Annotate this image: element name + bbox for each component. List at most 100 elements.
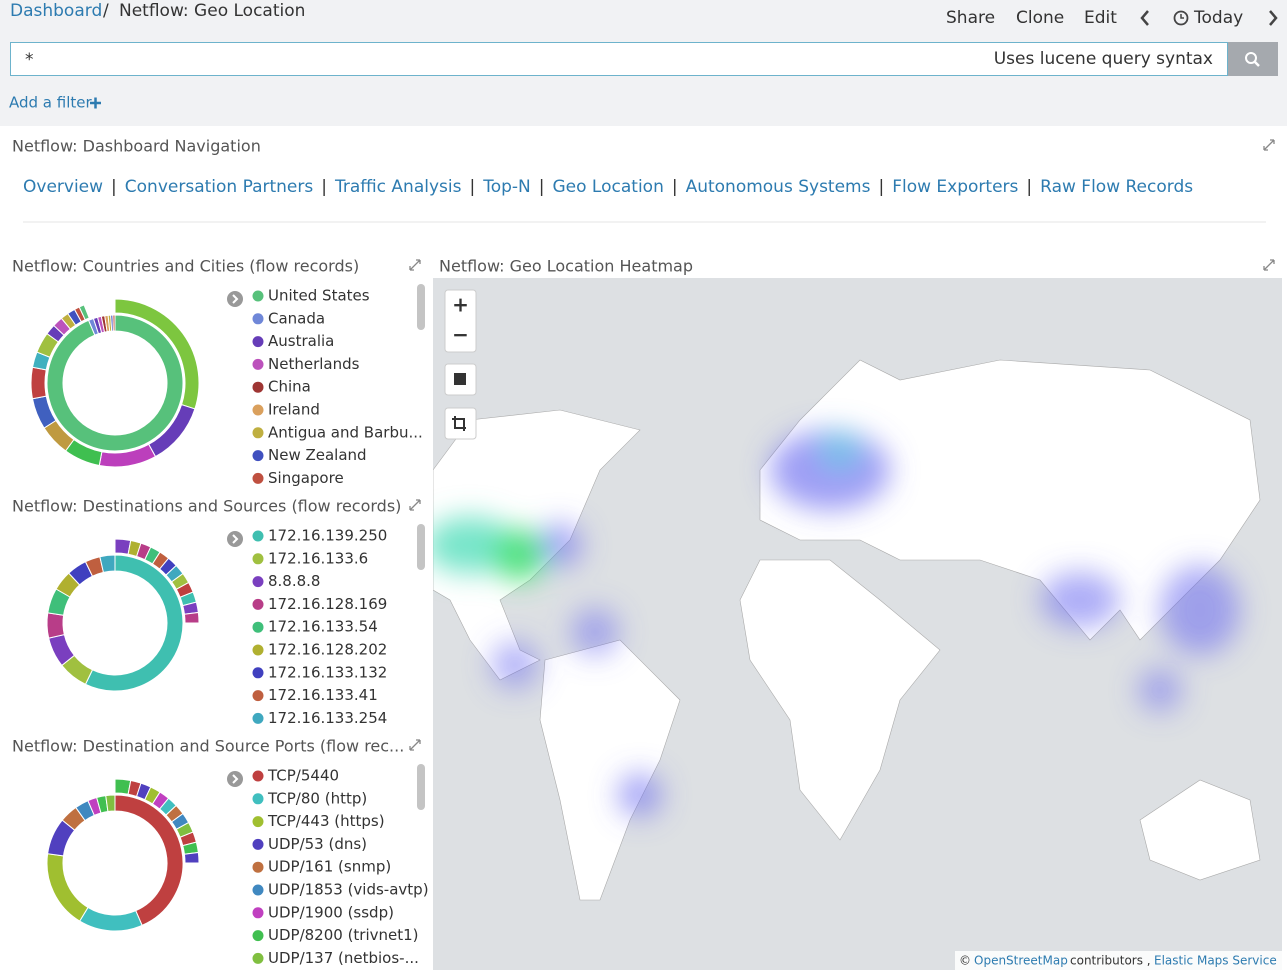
nav-link[interactable]: Geo Location [553,177,664,197]
add-filter-icon[interactable] [90,97,101,109]
next-button[interactable] [1269,10,1278,26]
legend-label[interactable]: Canada [268,309,325,327]
breadcrumb-current: Netflow: Geo Location [119,1,305,21]
legend-dot [252,644,264,656]
legend-label[interactable]: 172.16.139.250 [268,527,387,545]
legend-label[interactable]: 172.16.133.41 [268,686,378,704]
legend-dot [252,530,264,542]
legend-dot [252,576,264,588]
legend-dot [252,770,264,782]
clock-hands [1180,14,1184,19]
menu-today[interactable]: Today [1193,8,1243,28]
legend-label[interactable]: UDP/53 (dns) [268,835,367,853]
nav-link[interactable]: Top-N [482,177,531,197]
legend-toggle[interactable] [227,771,243,787]
donut-segment [183,851,200,864]
legend-label[interactable]: United States [268,287,370,305]
zoom-in[interactable]: + [452,293,469,317]
attribution-osm[interactable]: OpenStreetMap [974,954,1068,968]
panel-title: Netflow: Destination and Source Ports (f… [12,737,404,756]
expand-icon[interactable] [409,739,421,751]
legend-label[interactable]: 172.16.128.202 [268,641,387,659]
attribution-ems[interactable]: Elastic Maps Service [1154,954,1277,968]
attribution-box [955,951,1282,970]
legend-label[interactable]: Netherlands [268,355,360,373]
legend-label[interactable]: 8.8.8.8 [268,572,320,590]
donut-segment [183,611,200,624]
legend-toggle[interactable] [227,531,243,547]
donut-segment [78,304,90,321]
scrollbar[interactable] [417,524,425,570]
scrollbar[interactable] [417,284,425,330]
zoom-out[interactable]: − [452,323,469,347]
prev-button[interactable] [1140,10,1149,26]
legend-label[interactable]: 172.16.133.132 [268,663,387,681]
legend-toggle[interactable] [227,291,243,307]
legend-label[interactable]: Singapore [268,469,344,487]
legend-dot [252,358,264,370]
panel-title: Netflow: Countries and Cities (flow reco… [12,257,359,276]
fit-bounds[interactable] [444,407,477,440]
nav-link[interactable]: Flow Exporters [892,177,1018,197]
search-icon [1245,52,1257,64]
legend-label[interactable]: Antigua and Barbu... [268,423,423,441]
legend-dot [252,381,264,393]
legend-label[interactable]: UDP/161 (snmp) [268,858,391,876]
add-filter[interactable]: Add a filter [9,94,92,112]
query-input[interactable] [10,42,1228,76]
nav-link[interactable]: Overview [23,177,103,197]
breadcrumb-root[interactable]: Dashboard [10,1,102,21]
legend-toggle-arrow [232,534,239,544]
nav-link[interactable]: Conversation Partners [125,177,314,197]
legend-label[interactable]: UDP/1853 (vids-avtp) [268,881,429,899]
expand-icon[interactable] [1263,259,1275,271]
legend-dot [252,930,264,942]
legend-label[interactable]: UDP/137 (netbios-... [268,949,419,967]
legend-label[interactable]: 172.16.133.54 [268,618,378,636]
australia [1139,779,1261,881]
map[interactable]: + − © OpenStreetMap contributors , Elast… [425,278,1282,970]
donut-segment [46,853,89,922]
draw-rectangle-icon [454,373,466,385]
nav-separator: | [1026,177,1032,197]
nav-link[interactable]: Autonomous Systems [686,177,871,197]
attribution-contributors: contributors , [1070,954,1151,968]
legend-label[interactable]: TCP/80 (http) [267,789,367,807]
search-button[interactable] [1228,42,1278,76]
legend-dot [252,290,264,302]
nav-separator: | [111,177,117,197]
fit-bounds-icon [452,416,466,431]
legend-dot [252,336,264,348]
legend-dot [252,553,264,565]
expand-icon[interactable] [409,259,421,271]
legend-dot [252,450,264,462]
menu-edit[interactable]: Edit [1084,8,1117,28]
donut-segment [114,298,200,410]
legend-label[interactable]: 172.16.133.254 [268,709,387,727]
legend-label[interactable]: Ireland [268,401,320,419]
eurasia [759,359,1261,641]
menu-share[interactable]: Share [946,8,995,28]
legend-label[interactable]: UDP/1900 (ssdp) [268,903,394,921]
legend-dot [252,621,264,633]
legend-label[interactable]: China [268,378,311,396]
attribution-copyright: © [959,954,971,968]
expand-icon[interactable] [409,499,421,511]
menu-clone[interactable]: Clone [1016,8,1064,28]
expand-icon[interactable] [1263,139,1275,151]
legend-label[interactable]: Australia [268,332,334,350]
legend-label[interactable]: 172.16.128.169 [268,595,387,613]
scrollbar[interactable] [417,764,425,810]
query-hint[interactable]: Uses lucene query syntax [994,49,1213,69]
legend-label[interactable]: 172.16.133.6 [268,549,368,567]
donut-segment [46,314,184,452]
nav-separator: | [469,177,475,197]
nav-link[interactable]: Raw Flow Records [1040,177,1193,197]
legend-label[interactable]: New Zealand [268,446,367,464]
legend-dot [252,861,264,873]
legend-label[interactable]: TCP/5440 [267,767,339,785]
nav-link[interactable]: Traffic Analysis [334,177,462,197]
legend-label[interactable]: TCP/443 (https) [267,812,385,830]
legend-label[interactable]: UDP/8200 (trivnet1) [268,926,419,944]
